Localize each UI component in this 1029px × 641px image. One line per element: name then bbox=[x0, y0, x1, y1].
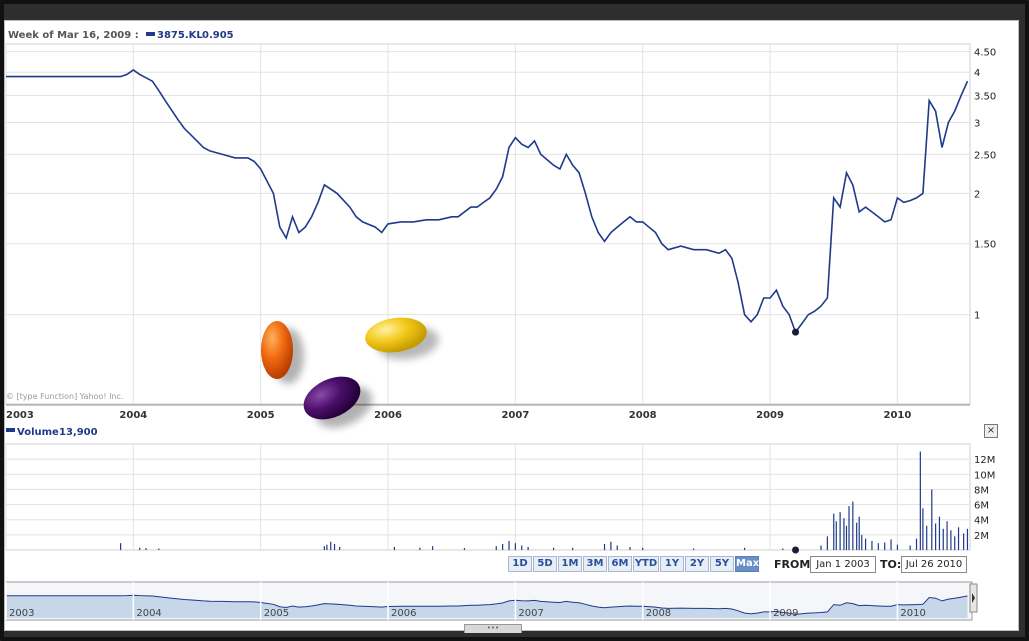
from-label: FROM: bbox=[774, 558, 815, 571]
from-date-input[interactable]: Jan 1 2003 bbox=[810, 556, 876, 573]
overview-x-ticks: 2003 2004 2005 2006 2007 2008 2009 2010 bbox=[5, 582, 926, 620]
price-x-tick-label: 2010 bbox=[883, 410, 911, 421]
price-y-tick-label: 2 bbox=[974, 189, 980, 200]
volume-label: Volume bbox=[17, 427, 59, 438]
series-swatch bbox=[146, 32, 155, 36]
week-label: Week of Mar 16, 2009 : bbox=[8, 30, 139, 41]
to-label: TO: bbox=[880, 558, 902, 571]
price-y-tick-label: 2.50 bbox=[974, 150, 996, 161]
price-x-tick-label: 2006 bbox=[374, 410, 402, 421]
price-y-tick-label: 1.50 bbox=[974, 240, 996, 251]
volume-y-tick-label: 10M bbox=[974, 470, 995, 481]
price-x-tick-label: 2005 bbox=[247, 410, 275, 421]
purple-jelly-bean-icon bbox=[303, 376, 373, 428]
overview-x-tick-label: 2007 bbox=[518, 608, 543, 619]
close-volume-button[interactable]: × bbox=[984, 424, 998, 438]
chart-panel: Week of Mar 16, 2009 : 3875.KL 0.905 4.5… bbox=[4, 20, 1019, 633]
price-y-tick-label: 4 bbox=[974, 68, 980, 79]
volume-value: 13,900 bbox=[59, 427, 98, 438]
price-x-tick-label: 2003 bbox=[6, 410, 34, 421]
price-x-tick-label: 2004 bbox=[119, 410, 147, 421]
volume-marker bbox=[792, 546, 800, 554]
range-button-max[interactable]: Max bbox=[735, 556, 759, 572]
price-x-tick-label: 2008 bbox=[629, 410, 657, 421]
overview-line bbox=[6, 594, 968, 615]
price-x-tick-label: 2007 bbox=[501, 410, 529, 421]
overview-x-tick-label: 2005 bbox=[264, 608, 289, 619]
overview-area bbox=[6, 595, 968, 618]
overview-x-tick-label: 2003 bbox=[9, 608, 34, 619]
price-y-tick-label: 4.50 bbox=[974, 48, 996, 59]
chart-svg: Week of Mar 16, 2009 : 3875.KL 0.905 4.5… bbox=[5, 30, 996, 621]
price-grid bbox=[5, 43, 971, 406]
volume-y-tick-label: 12M bbox=[974, 455, 995, 466]
orange-jelly-bean-icon bbox=[261, 321, 304, 384]
range-button-3m[interactable]: 3M bbox=[583, 556, 607, 572]
range-button-6m[interactable]: 6M bbox=[608, 556, 632, 572]
range-button-ytd[interactable]: YTD bbox=[633, 556, 659, 572]
range-button-1d[interactable]: 1D bbox=[508, 556, 532, 572]
volume-grid bbox=[5, 443, 971, 551]
current-point-marker bbox=[792, 328, 800, 336]
handle-arrow-icon bbox=[972, 593, 975, 603]
range-button-1y[interactable]: 1Y bbox=[660, 556, 684, 572]
price-x-tick-label: 2009 bbox=[756, 410, 784, 421]
price-line bbox=[6, 69, 969, 334]
price-y-tick-label: 3 bbox=[974, 119, 980, 130]
overview-x-tick-label: 2010 bbox=[900, 608, 925, 619]
price-y-tick-label: 3.50 bbox=[974, 92, 996, 103]
overview-x-tick-label: 2009 bbox=[773, 608, 798, 619]
copyright-text: © [type Function] Yahoo! Inc. bbox=[6, 392, 123, 401]
yellow-jelly-bean-icon bbox=[365, 317, 439, 360]
scroll-grip[interactable]: ••• bbox=[464, 624, 522, 633]
volume-y-tick-label: 4M bbox=[974, 516, 989, 527]
range-button-1m[interactable]: 1M bbox=[558, 556, 582, 572]
price-y-tick-label: 1 bbox=[974, 311, 980, 322]
series-symbol: 3875.KL bbox=[157, 30, 203, 41]
price-x-ticks: 2003 2004 2005 2006 2007 2008 2009 2010 bbox=[6, 410, 911, 421]
overview-x-tick-label: 2006 bbox=[391, 608, 416, 619]
volume-y-ticks: 12M 10M 8M 6M 4M 2M bbox=[974, 455, 995, 542]
range-button-2y[interactable]: 2Y bbox=[685, 556, 709, 572]
volume-y-tick-label: 2M bbox=[974, 531, 989, 542]
overview-x-tick-label: 2008 bbox=[646, 608, 671, 619]
series-value: 0.905 bbox=[202, 30, 234, 41]
volume-swatch bbox=[6, 428, 15, 432]
overview-x-tick-label: 2004 bbox=[136, 608, 161, 619]
to-date-input[interactable]: Jul 26 2010 bbox=[901, 556, 967, 573]
range-button-5y[interactable]: 5Y bbox=[710, 556, 734, 572]
volume-y-tick-label: 6M bbox=[974, 501, 989, 512]
range-button-5d[interactable]: 5D bbox=[533, 556, 557, 572]
volume-y-tick-label: 8M bbox=[974, 485, 989, 496]
price-y-ticks: 4.50 4 3.50 3 2.50 2 1.50 1 bbox=[974, 48, 996, 322]
volume-bars bbox=[120, 451, 969, 550]
